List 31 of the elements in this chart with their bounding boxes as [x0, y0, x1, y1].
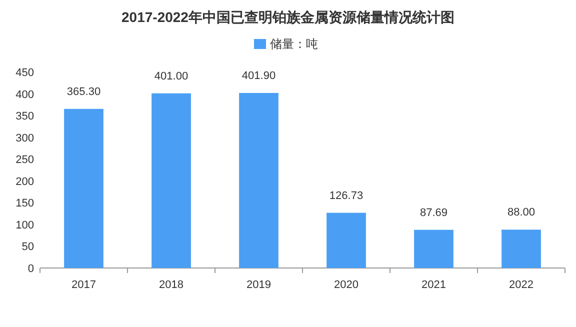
y-tick-label: 250 [16, 154, 34, 166]
legend: 储量：吨 [254, 37, 318, 51]
bar [239, 92, 278, 268]
bar [326, 212, 366, 268]
data-label: 401.90 [242, 70, 276, 82]
y-tick-label: 350 [16, 110, 34, 123]
bar [502, 230, 541, 268]
y-tick-label: 450 [16, 67, 34, 79]
bar [414, 230, 454, 268]
x-tick-label: 2018 [159, 279, 184, 291]
x-tick-label: 2019 [246, 279, 271, 291]
y-tick-label: 150 [16, 198, 34, 210]
data-label: 126.73 [329, 190, 364, 202]
bar [64, 108, 104, 268]
x-tick-label: 2020 [334, 279, 358, 291]
y-tick-label: 400 [16, 88, 34, 101]
x-tick-label: 2021 [422, 279, 446, 291]
data-label: 87.69 [420, 206, 448, 219]
x-tick-label: 2022 [509, 279, 534, 291]
legend-label: 储量：吨 [270, 37, 318, 51]
y-tick-label: 200 [16, 176, 34, 188]
bar [152, 93, 191, 268]
x-tick-label: 2017 [72, 279, 96, 291]
y-tick-label: 50 [22, 241, 34, 254]
data-label: 88.00 [507, 206, 536, 219]
data-label: 365.30 [66, 86, 101, 98]
y-tick-label: 300 [16, 132, 34, 144]
chart-title: 2017-2022年中国已查明铂族金属资源储量情况统计图 [122, 9, 454, 25]
y-tick-label: 0 [28, 263, 34, 275]
y-tick-label: 100 [16, 219, 34, 232]
data-label: 401.00 [154, 70, 188, 82]
